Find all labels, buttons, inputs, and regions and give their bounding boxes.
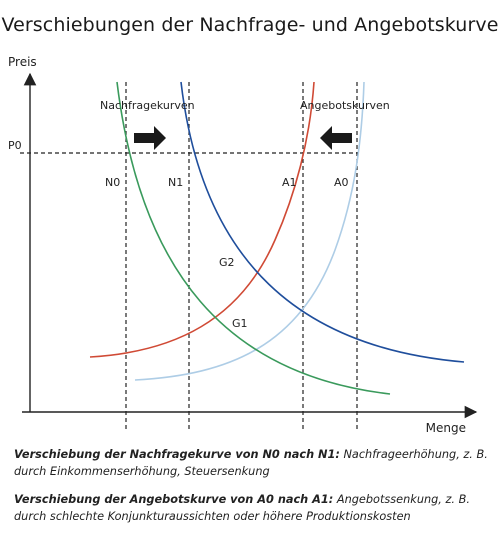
caption-demand-shift-bold: Verschiebung der Nachfragekurve von N0 n… <box>14 448 340 461</box>
caption-demand-shift-text: Nachfrageerhöhung, z. B. durch Einkommen… <box>14 448 488 478</box>
n1-label: N1 <box>168 176 183 189</box>
g1-label: G1 <box>232 317 248 330</box>
demand-curve-n0 <box>116 81 391 395</box>
caption-supply-shift: Verschiebung der Angebotskurve von A0 na… <box>14 491 492 525</box>
g2-label: G2 <box>219 256 235 269</box>
y-axis-label: Preis <box>8 55 37 69</box>
supply-shift-arrow <box>320 126 352 150</box>
x-axis-label: Menge <box>426 421 466 435</box>
p0-label: P0 <box>8 139 22 152</box>
supply-curve-a1 <box>89 81 315 358</box>
a0-label: A0 <box>334 176 349 189</box>
n0-label: N0 <box>105 176 120 189</box>
demand-curves-label: Nachfragekurven <box>100 99 195 112</box>
demand-shift-arrow <box>134 126 166 150</box>
supply-curves-label: Angebotskurven <box>300 99 390 112</box>
caption-demand-shift: Verschiebung der Nachfragekurve von N0 n… <box>14 446 492 480</box>
supply-curve-a0 <box>134 81 365 381</box>
demand-curve-n1 <box>180 81 465 363</box>
caption-supply-shift-bold: Verschiebung der Angebotskurve von A0 na… <box>14 493 334 506</box>
diagram-title: Verschiebungen der Nachfrage- und Angebo… <box>1 14 499 36</box>
caption-supply-shift-text: Angebotssenkung, z. B. durch schlechte K… <box>14 493 470 523</box>
a1-label: A1 <box>282 176 297 189</box>
